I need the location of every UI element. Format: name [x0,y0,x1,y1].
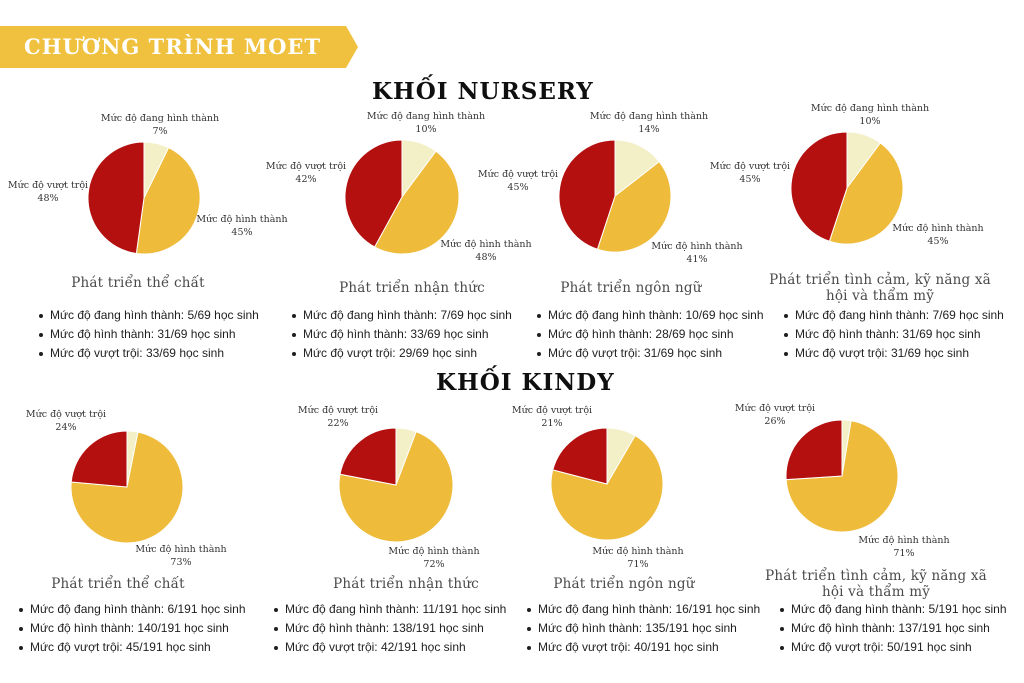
list-item: Mức độ hình thành: 140/191 học sinh [19,619,246,638]
pie-label-formed: Mức độ hình thành 48% [440,239,532,263]
pie-chart-kindy-social [785,419,899,533]
pie-slice-formed [338,431,454,543]
pie-slice-outstanding [70,430,128,488]
pie-label-outstanding: Mức độ vượt trội 45% [709,161,791,185]
pie-slice-outstanding [552,427,608,485]
list-item: Mức độ vượt trội: 29/69 học sinh [292,344,512,363]
list-item: Mức độ vượt trội: 40/191 học sinh [526,638,760,657]
list-item: Mức độ đang hình thành: 5/191 học sinh [780,600,1007,619]
pie-label-developing: Mức độ đang hình thành 7% [100,113,220,137]
pie-label-formed: Mức độ hình thành 71% [858,535,950,559]
pie-chart-kindy-cognitive [338,427,454,543]
chart-title: Phát triển ngôn ngữ [560,280,702,296]
pie-slice-formed [828,142,904,245]
pie-label-formed: Mức độ hình thành 41% [651,241,743,265]
list-item: Mức độ hình thành: 31/69 học sinh [39,325,259,344]
list-item: Mức độ vượt trội: 45/191 học sinh [19,638,246,657]
chart-title: Phát triển tình cảm, kỹ năng xã hội và t… [765,568,987,600]
pie-slice-outstanding [785,419,843,481]
stats-list: Mức độ đang hình thành: 5/69 học sinh Mứ… [36,306,259,363]
list-item: Mức độ đang hình thành: 7/69 học sinh [784,306,1004,325]
pie-slice-formed [70,431,184,544]
pie-label-formed: Mức độ hình thành 73% [135,544,227,568]
pie-slice-outstanding [344,139,403,248]
list-item: Mức độ đang hình thành: 10/69 học sinh [537,306,764,325]
pie-label-outstanding: Mức độ vượt trội 45% [477,169,559,193]
pie-chart-nursery-language [558,139,672,253]
list-item: Mức độ hình thành: 28/69 học sinh [537,325,764,344]
list-item: Mức độ hình thành: 137/191 học sinh [780,619,1007,638]
chart-title: Phát triển nhận thức [339,280,485,296]
list-item: Mức độ vượt trội: 31/69 học sinh [784,344,1004,363]
pie-slice-outstanding [87,141,145,255]
list-item: Mức độ đang hình thành: 6/191 học sinh [19,600,246,619]
stats-list: Mức độ đang hình thành: 6/191 học sinh M… [16,600,246,657]
list-item: Mức độ hình thành: 138/191 học sinh [273,619,506,638]
section-title-nursery: KHỐI NURSERY [372,78,594,105]
program-title: CHƯƠNG TRÌNH MOET [24,34,322,59]
pie-slice-formed [373,150,460,255]
pie-label-outstanding: Mức độ vượt trội 42% [265,161,347,185]
chart-title: Phát triển thể chất [71,275,205,291]
pie-label-formed: Mức độ hình thành 72% [388,546,480,570]
pie-slice-formed [596,160,672,253]
stats-list: Mức độ đang hình thành: 7/69 học sinh Mứ… [289,306,512,363]
pie-chart-nursery-cognitive [344,139,460,255]
program-banner: CHƯƠNG TRÌNH MOET [0,26,358,68]
pie-label-outstanding: Mức độ vượt trội 22% [297,405,379,429]
pie-label-outstanding: Mức độ vượt trội 26% [734,403,816,427]
pie-label-developing: Mức độ đang hình thành 14% [589,111,709,135]
pie-slice-developing [614,139,660,198]
list-item: Mức độ vượt trội: 50/191 học sinh [780,638,1007,657]
stats-list: Mức độ đang hình thành: 11/191 học sinh … [271,600,506,657]
list-item: Mức độ đang hình thành: 5/69 học sinh [39,306,259,325]
pie-slice-formed [135,147,201,255]
pie-chart-nursery-physical [87,141,201,255]
stats-list: Mức độ đang hình thành: 5/191 học sinh M… [777,600,1007,657]
stats-list: Mức độ đang hình thành: 10/69 học sinh M… [534,306,764,363]
list-item: Mức độ hình thành: 135/191 học sinh [526,619,760,638]
pie-label-outstanding: Mức độ vượt trội 21% [511,405,593,429]
chart-title: Phát triển ngôn ngữ [553,576,695,592]
pie-label-formed: Mức độ hình thành 45% [196,214,288,238]
section-title-kindy: KHỐI KINDY [436,369,615,396]
pie-label-developing: Mức độ đang hình thành 10% [810,103,930,127]
pie-label-developing: Mức độ hình thànhMức độ đang hình thành1… [366,111,486,135]
chart-title: Phát triển nhận thức [333,576,479,592]
list-item: Mức độ đang hình thành: 16/191 học sinh [526,600,760,619]
pie-chart-kindy-physical [70,430,184,544]
list-item: Mức độ hình thành: 31/69 học sinh [784,325,1004,344]
pie-slice-outstanding [558,139,616,250]
list-item: Mức độ vượt trội: 42/191 học sinh [273,638,506,657]
list-item: Mức độ đang hình thành: 11/191 học sinh [273,600,506,619]
pie-slice-outstanding [790,131,848,242]
list-item: Mức độ vượt trội: 31/69 học sinh [537,344,764,363]
pie-slice-formed [550,434,664,541]
pie-chart-nursery-social [790,131,904,245]
list-item: Mức độ đang hình thành: 7/69 học sinh [292,306,512,325]
list-item: Mức độ vượt trội: 33/69 học sinh [39,344,259,363]
pie-slice-outstanding [339,427,397,486]
pie-label-outstanding: Mức độ vượt trội 48% [7,180,89,204]
chart-title: Phát triển thể chất [51,576,185,592]
pie-label-formed: Mức độ hình thành 45% [892,223,984,247]
list-item: Mức độ hình thành: 33/69 học sinh [292,325,512,344]
pie-label-formed: Mức độ hình thành 71% [592,546,684,570]
pie-label-outstanding: Mức độ vượt trội 24% [25,409,107,433]
chart-title: Phát triển tình cảm, kỹ năng xã hội và t… [769,272,991,304]
stats-list: Mức độ đang hình thành: 16/191 học sinh … [524,600,760,657]
stats-list: Mức độ đang hình thành: 7/69 học sinh Mứ… [781,306,1004,363]
pie-chart-kindy-language [550,427,664,541]
